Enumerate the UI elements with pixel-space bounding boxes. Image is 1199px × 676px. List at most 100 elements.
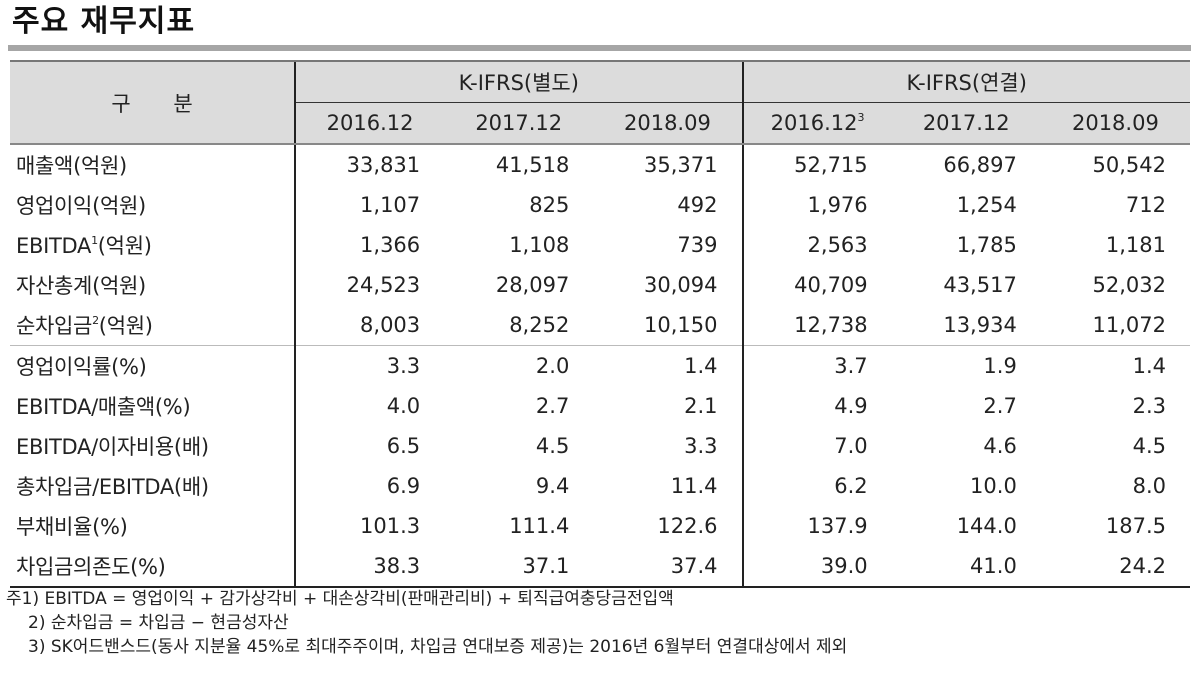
- footnote-3: 3) SK어드밴스드(동사 지분율 45%로 최대주주이며, 차입금 연대보증 …: [28, 637, 848, 657]
- table-row: 매출액(억원) 33,831 41,518 35,371 52,715 66,897 50,…: [10, 144, 1190, 185]
- footnote-1: 주1) EBITDA = 영업이익 + 감가상각비 + 대손상각비(판매관리비)…: [6, 589, 674, 609]
- table-row: EBITDA/이자비용(배) 6.5 4.5 3.3 7.0 4.6 4.5: [10, 426, 1190, 466]
- cell-value: 8,252: [444, 305, 594, 346]
- cell-value: 13,934: [891, 305, 1041, 346]
- cell-value: 4.9: [741, 386, 892, 426]
- cell-value: 39.0: [741, 546, 892, 588]
- cell-value: 50,542: [1092, 153, 1166, 177]
- cell-value: 24.2: [1040, 546, 1190, 588]
- cell-value: 712: [1125, 193, 1166, 217]
- cell-value: 1.9: [983, 354, 1017, 378]
- cell-value: 41,518: [495, 153, 570, 177]
- row-header-label: 구 분: [10, 60, 295, 145]
- cell-value: 37.1: [444, 546, 594, 588]
- cell-value: 1,976: [741, 185, 892, 225]
- cell-value: 1.4: [1132, 354, 1166, 378]
- cell-value: 1,785: [956, 233, 1017, 257]
- cell-value: 1,107: [293, 185, 445, 225]
- cell-value: 3.3: [684, 434, 718, 458]
- table-row: 영업이익률(%) 3.3 2.0 1.4 3.7 1.9 1.4: [10, 345, 1190, 386]
- table-row: 총차입금/EBITDA(배) 6.9 9.4 11.4 6.2 10.0 8.0: [10, 466, 1190, 506]
- cell-value: 187.5: [1105, 514, 1166, 538]
- cell-value: 2.0: [535, 354, 570, 378]
- cell-value: 1,108: [509, 233, 570, 257]
- row-label: EBITDA1(억원): [16, 234, 152, 258]
- row-label: 총차입금/EBITDA(배): [16, 475, 209, 499]
- cell-value: 3.7: [741, 345, 892, 386]
- row-label: 영업이익(억원): [16, 194, 146, 218]
- cell-value: 8.0: [1132, 474, 1166, 498]
- cell-value: 6.9: [293, 466, 445, 506]
- table-body: 매출액(억원) 33,831 41,518 35,371 52,715 66,897 50,…: [10, 144, 1190, 588]
- row-label: 매출액(억원): [16, 154, 127, 178]
- cell-value: 28,097: [495, 273, 570, 297]
- financial-indicators-table: 구 분 K-IFRS(별도) K-IFRS(연결) 2016.12 2017.1…: [10, 60, 1190, 588]
- cell-value: 10.0: [970, 474, 1017, 498]
- cell-value: 24,523: [293, 265, 445, 305]
- table-row: 차입금의존도(%) 38.3 37.1 37.4 39.0 41.0 24.2: [10, 546, 1190, 588]
- row-label: 자산총계(억원): [16, 274, 146, 298]
- cell-value: 2,563: [741, 225, 892, 265]
- cell-value: 66,897: [943, 153, 1017, 177]
- row-label: 부채비율(%): [16, 515, 128, 539]
- cell-value: 4.0: [293, 386, 445, 426]
- cell-value: 30,094: [644, 273, 718, 297]
- table-row: 부채비율(%) 101.3 111.4 122.6 137.9 144.0 187.5: [10, 506, 1190, 546]
- cell-value: 11.4: [670, 474, 718, 498]
- period-header: 2018.09: [1040, 102, 1190, 145]
- table-row: EBITDA/매출액(%) 4.0 2.7 2.1 4.9 2.7 2.3: [10, 386, 1190, 426]
- group-header-row: 구 분 K-IFRS(별도) K-IFRS(연결): [10, 60, 1190, 145]
- cell-value: 1,254: [956, 193, 1017, 217]
- cell-value: 492: [677, 193, 718, 217]
- cell-value: 1,366: [293, 225, 445, 265]
- cell-value: 2.7: [983, 394, 1017, 418]
- period-header: 2016.12: [293, 102, 445, 145]
- cell-value: 6.5: [293, 426, 445, 466]
- cell-value: 122.6: [657, 514, 718, 538]
- cell-value: 137.9: [741, 506, 892, 546]
- cell-value: 12,738: [741, 305, 892, 346]
- cell-value: 4.5: [535, 434, 570, 458]
- cell-value: 11,072: [1040, 305, 1190, 346]
- group-header-consolidated: K-IFRS(연결): [741, 60, 1190, 103]
- cell-value: 2.7: [535, 394, 570, 418]
- cell-value: 10,150: [593, 305, 743, 346]
- cell-value: 33,831: [293, 144, 445, 185]
- table-row: 순차입금2(억원) 8,003 8,252 10,150 12,738 13,934 11,…: [10, 305, 1190, 346]
- cell-value: 7.0: [741, 426, 892, 466]
- cell-value: 101.3: [293, 506, 445, 546]
- cell-value: 144.0: [956, 514, 1017, 538]
- footnotes: 주1) EBITDA = 영업이익 + 감가상각비 + 대손상각비(판매관리비)…: [6, 587, 847, 659]
- cell-value: 52,715: [741, 144, 892, 185]
- period-header-row: 2016.12 2017.12 2018.09 2016.123 2017.12…: [10, 102, 1190, 145]
- period-header: 2017.12: [444, 102, 594, 145]
- cell-value: 111.4: [509, 514, 570, 538]
- row-label: EBITDA/이자비용(배): [16, 435, 209, 459]
- cell-value: 43,517: [943, 273, 1017, 297]
- cell-value: 6.2: [741, 466, 892, 506]
- row-label: 영업이익률(%): [16, 355, 147, 379]
- cell-value: 2.3: [1132, 394, 1166, 418]
- group-header-separate: K-IFRS(별도): [294, 60, 743, 103]
- period-header: 2017.12: [891, 102, 1041, 145]
- cell-value: 41.0: [891, 546, 1041, 588]
- row-label: 순차입금2(억원): [10, 305, 295, 346]
- cell-value: 8,003: [293, 305, 445, 346]
- cell-value: 3.3: [293, 345, 445, 386]
- cell-value: 4.5: [1132, 434, 1166, 458]
- table-row: 영업이익(억원) 1,107 825 492 1,976 1,254 712: [10, 185, 1190, 225]
- table-row: 자산총계(억원) 24,523 28,097 30,094 40,709 43,517 52…: [10, 265, 1190, 305]
- cell-value: 9.4: [535, 474, 570, 498]
- row-label: EBITDA/매출액(%): [16, 395, 191, 419]
- cell-value: 37.4: [593, 546, 743, 588]
- cell-value: 825: [529, 193, 570, 217]
- cell-value: 4.6: [983, 434, 1017, 458]
- table-row: EBITDA1(억원) 1,366 1,108 739 2,563 1,785 1,181: [10, 225, 1190, 265]
- cell-value: 739: [677, 233, 718, 257]
- cell-value: 1,181: [1105, 233, 1166, 257]
- cell-value: 38.3: [293, 546, 445, 588]
- footnote-2: 2) 순차입금 = 차입금 − 현금성자산: [28, 613, 289, 633]
- cell-value: 52,032: [1092, 273, 1166, 297]
- page-title: 주요 재무지표: [12, 4, 196, 39]
- cell-value: 35,371: [644, 153, 718, 177]
